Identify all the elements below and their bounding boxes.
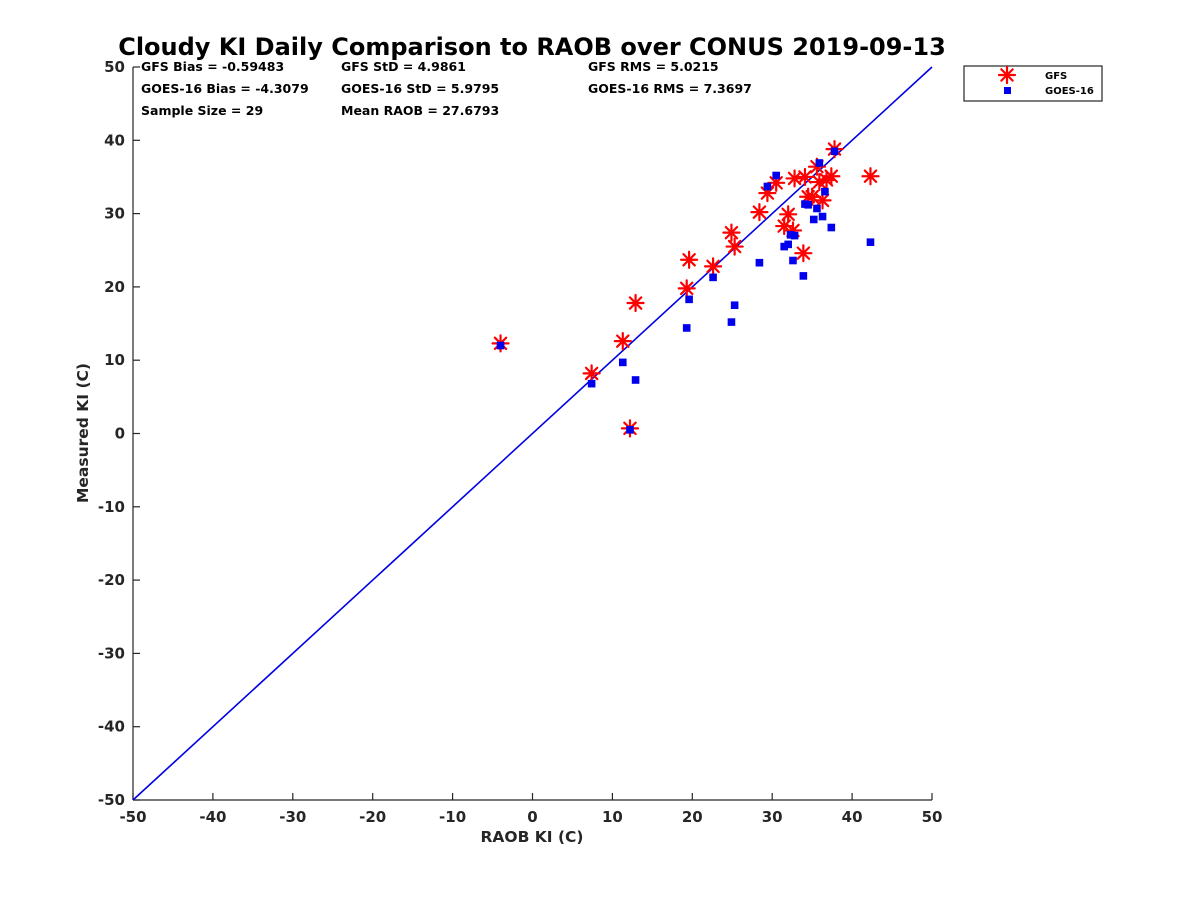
legend-gfs-marker xyxy=(997,65,1017,85)
y-tick-label: 40 xyxy=(104,131,125,149)
legend: GFS GOES-16 xyxy=(963,65,1103,102)
x-tick-label: -50 xyxy=(119,808,146,826)
x-tick-label: 20 xyxy=(682,808,703,826)
goes16-point xyxy=(799,272,808,280)
stat-goes-std: GOES-16 StD = 5.9795 xyxy=(341,81,499,96)
y-tick-label: -10 xyxy=(98,498,125,516)
y-tick-label: -20 xyxy=(98,571,125,589)
legend-goes16-label: GOES-16 xyxy=(1045,86,1094,97)
goes16-point xyxy=(772,171,780,180)
x-tick-label: 50 xyxy=(922,808,943,826)
goes16-point xyxy=(685,295,693,304)
goes16-point xyxy=(709,273,717,282)
x-tick-label: 30 xyxy=(762,808,783,826)
goes16-point xyxy=(730,301,739,310)
gfs-point xyxy=(626,293,645,313)
gfs-point xyxy=(613,332,632,351)
stat-sample-size: Sample Size = 29 xyxy=(141,103,263,118)
x-ticks: -50 -40 -30 -20 -10 0 10 20 30 40 50 xyxy=(119,793,942,826)
stat-mean-raob: Mean RAOB = 27.6793 xyxy=(341,103,499,118)
gfs-point xyxy=(582,364,601,383)
x-tick-label: -10 xyxy=(439,808,466,826)
goes16-point xyxy=(813,204,821,213)
y-tick-label: 10 xyxy=(104,351,125,369)
goes16-point xyxy=(755,258,764,267)
goes16-point xyxy=(496,341,505,350)
gfs-point xyxy=(794,244,813,263)
goes16-point xyxy=(790,231,799,240)
legend-box xyxy=(963,65,1103,102)
legend-gfs-asterisk xyxy=(997,65,1017,85)
gfs-point xyxy=(861,167,880,186)
y-tick-label: 50 xyxy=(104,58,125,76)
stats-block: GFS Bias = -0.59483 GFS StD = 4.9861 GFS… xyxy=(141,59,752,118)
gfs-point xyxy=(750,203,769,222)
gfs-point xyxy=(680,250,699,269)
goes16-point xyxy=(809,215,818,224)
gfs-point xyxy=(677,279,696,298)
x-tick-label: -30 xyxy=(279,808,306,826)
goes16-point xyxy=(830,147,839,156)
goes16-point xyxy=(631,376,640,384)
goes16-point xyxy=(815,159,824,167)
goes16-point xyxy=(763,182,772,191)
goes16-point xyxy=(626,426,634,434)
gfs-series xyxy=(491,139,880,438)
goes16-series xyxy=(496,147,875,434)
stat-gfs-rms: GFS RMS = 5.0215 xyxy=(588,59,719,74)
y-axis-label: Measured KI (C) xyxy=(74,363,92,503)
y-tick-label: 20 xyxy=(104,278,125,296)
x-tick-label: -20 xyxy=(359,808,386,826)
y-ticks: -50 -40 -30 -20 -10 0 10 20 30 40 50 xyxy=(98,58,140,809)
x-tick-label: 0 xyxy=(527,808,537,826)
gfs-point xyxy=(795,167,815,187)
gfs-point xyxy=(722,223,741,242)
goes16-point xyxy=(682,324,691,332)
y-tick-label: -40 xyxy=(98,718,125,736)
y-tick-label: 30 xyxy=(104,205,125,223)
x-axis-label: RAOB KI (C) xyxy=(480,828,583,846)
stat-gfs-std: GFS StD = 4.9861 xyxy=(341,59,466,74)
goes16-point xyxy=(784,240,792,249)
x-tick-label: -40 xyxy=(199,808,226,826)
goes16-point xyxy=(866,238,875,246)
gfs-point xyxy=(703,257,723,276)
x-tick-label: 10 xyxy=(602,808,623,826)
y-tick-label: 0 xyxy=(115,425,125,443)
goes16-point xyxy=(804,201,812,209)
goes16-point xyxy=(789,256,797,265)
x-tick-label: 40 xyxy=(842,808,863,826)
y-tick-label: -30 xyxy=(98,644,125,662)
gfs-point xyxy=(779,205,798,224)
gfs-point xyxy=(822,167,841,186)
goes16-point xyxy=(818,212,827,221)
y-tick-label: -50 xyxy=(98,791,125,809)
stat-goes-bias: GOES-16 Bias = -4.3079 xyxy=(141,81,309,96)
goes16-point xyxy=(618,358,627,367)
goes16-point xyxy=(827,223,836,232)
legend-gfs-label: GFS xyxy=(1045,71,1067,82)
goes16-point xyxy=(587,379,596,388)
goes16-point xyxy=(780,242,788,251)
legend-goes16-marker xyxy=(1004,87,1011,94)
chart-title: Cloudy KI Daily Comparison to RAOB over … xyxy=(118,33,946,61)
goes16-point xyxy=(786,231,795,239)
stat-gfs-bias: GFS Bias = -0.59483 xyxy=(141,59,284,74)
one-to-one-line xyxy=(132,66,933,801)
goes16-point xyxy=(727,318,736,326)
goes16-point xyxy=(821,187,829,196)
gfs-point xyxy=(725,237,744,256)
stat-goes-rms: GOES-16 RMS = 7.3697 xyxy=(588,81,752,96)
